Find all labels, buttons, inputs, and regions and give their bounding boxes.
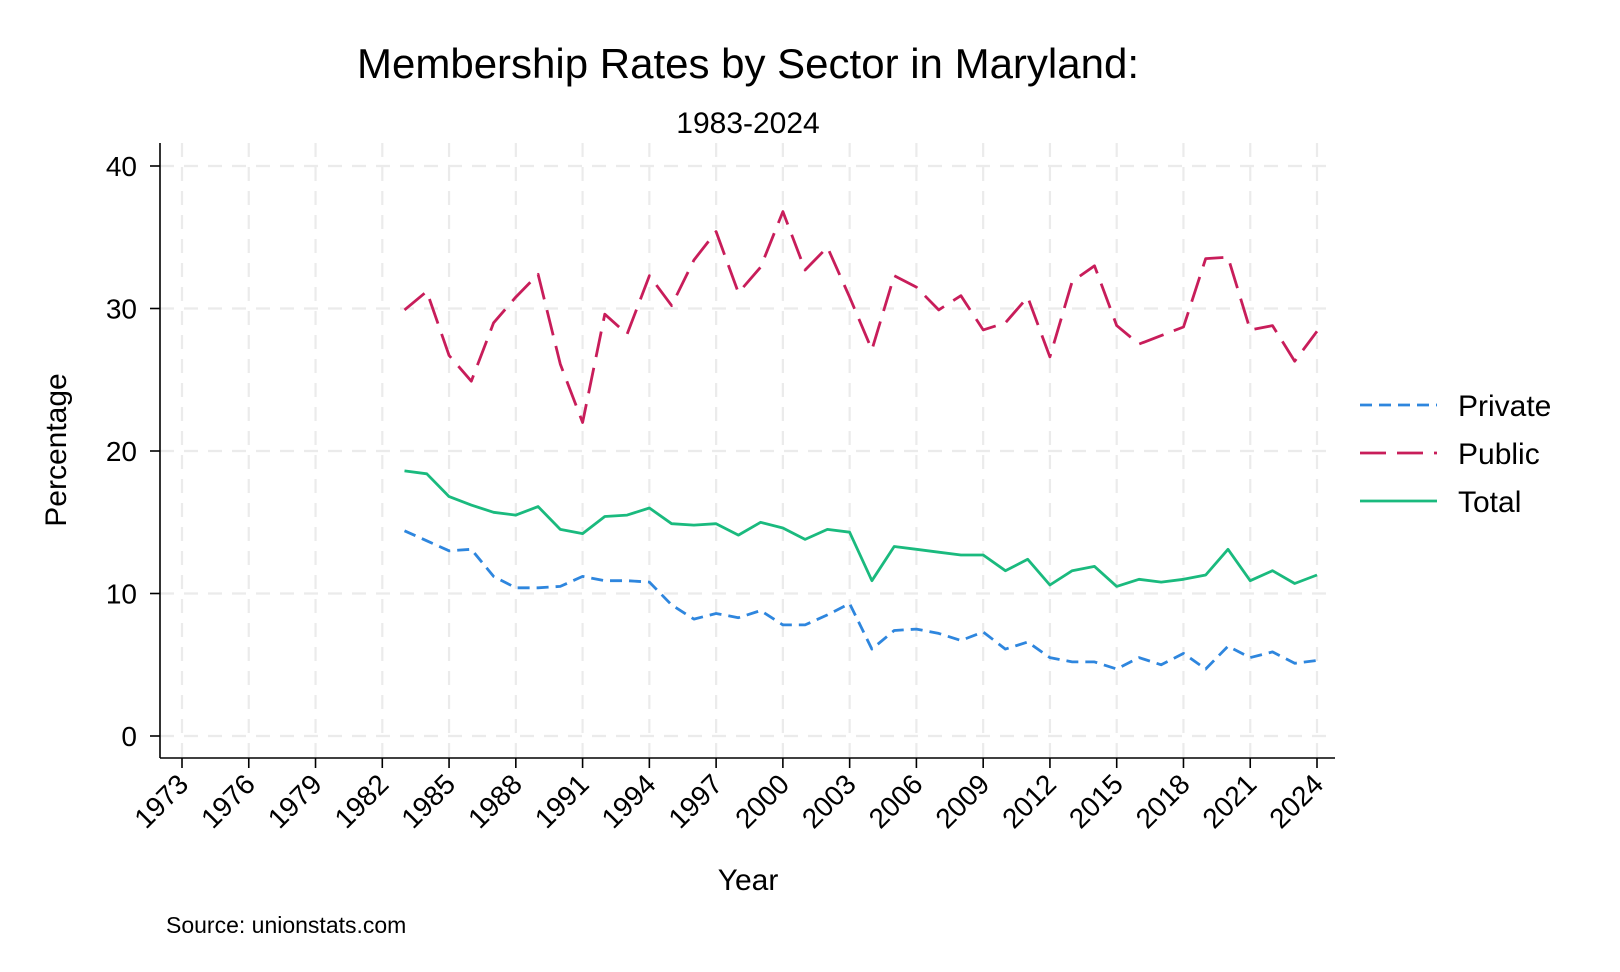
x-tick-label: 2021 (1197, 768, 1263, 834)
y-tick-label: 0 (121, 721, 137, 752)
x-tick-label: 2000 (729, 768, 795, 834)
x-tick-label: 2009 (929, 768, 995, 834)
x-tick-label: 1991 (529, 768, 595, 834)
x-tick-label: 1997 (662, 768, 728, 834)
source-note: Source: unionstats.com (166, 912, 406, 938)
grid (160, 143, 1335, 758)
y-tick-label: 30 (106, 294, 137, 325)
legend-label-private: Private (1458, 390, 1551, 423)
y-tick-label: 20 (106, 436, 137, 467)
series-line-total (404, 469, 1318, 588)
y-tick-label: 10 (106, 579, 137, 610)
legend-label-total: Total (1458, 486, 1521, 519)
legend: Private Public Total (1360, 390, 1551, 519)
x-axis-title: Year (718, 864, 779, 897)
x-tick-label: 2003 (796, 768, 862, 834)
x-tick-label: 1982 (329, 768, 395, 834)
x-tick-label: 2015 (1063, 768, 1129, 834)
x-tick-label: 1994 (596, 768, 662, 834)
y-ticks: 0 10 20 30 40 (106, 151, 160, 752)
chart-subtitle: 1983-2024 (676, 107, 819, 140)
legend-label-public: Public (1458, 438, 1540, 471)
x-tick-label: 2012 (996, 768, 1062, 834)
x-tick-label: 2024 (1263, 768, 1329, 834)
x-tick-label: 1985 (395, 768, 461, 834)
x-tick-label: 1973 (128, 768, 194, 834)
y-tick-label: 40 (106, 151, 137, 182)
x-tick-label: 2006 (863, 768, 929, 834)
x-tick-label: 1979 (262, 768, 328, 834)
chart-title: Membership Rates by Sector in Maryland: (357, 40, 1139, 87)
x-tick-label: 1976 (195, 768, 261, 834)
series-line-public (403, 210, 1319, 424)
series-lines (403, 210, 1319, 671)
x-tick-label: 2018 (1130, 768, 1196, 834)
series-line-private (403, 529, 1318, 671)
y-axis-title: Percentage (40, 373, 73, 526)
x-ticks: 1973 1976 1979 1982 1985 1988 1991 1994 1997 2000… (128, 758, 1329, 834)
x-tick-label: 1988 (462, 768, 528, 834)
